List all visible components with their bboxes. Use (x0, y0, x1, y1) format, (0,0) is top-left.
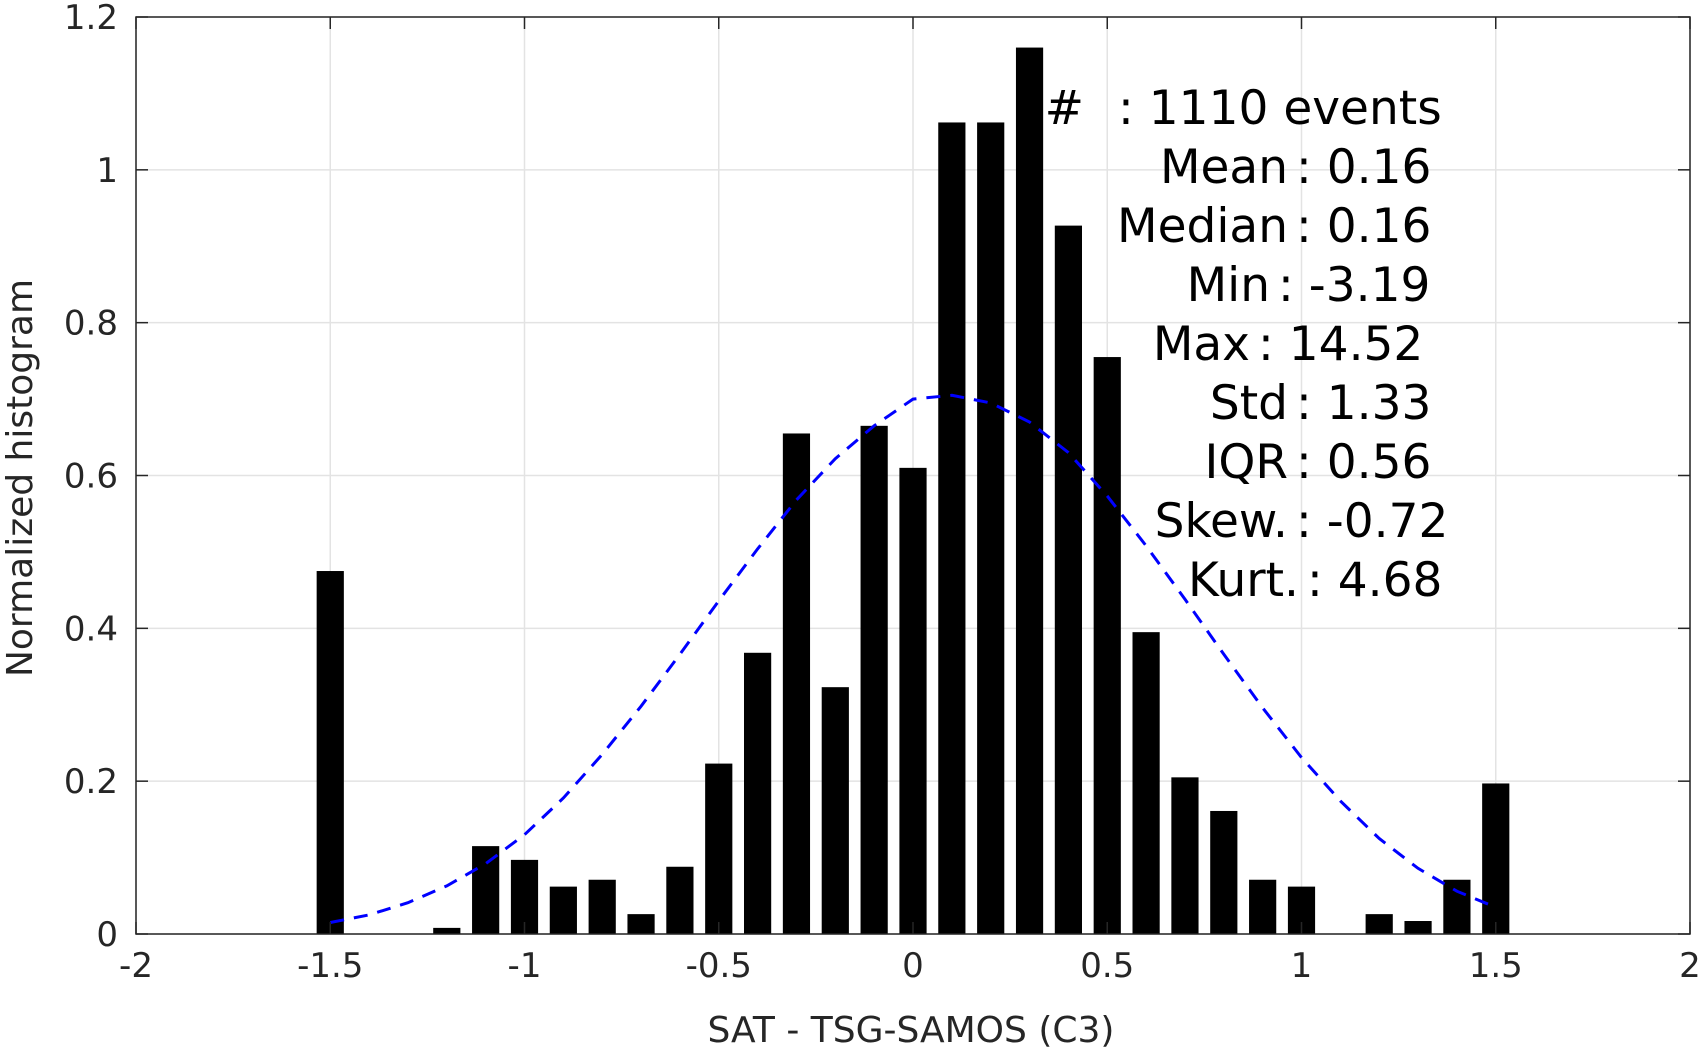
histogram-bar (860, 425, 888, 934)
stats-label: Median (1117, 199, 1288, 254)
x-tick-label: 0.5 (1080, 946, 1134, 986)
stats-label: IQR (1204, 435, 1288, 490)
histogram-bar (1132, 632, 1160, 934)
stats-row: Median: 0.16 (1117, 199, 1431, 254)
stats-value: : 0.56 (1296, 435, 1431, 490)
histogram-bars (316, 47, 1510, 935)
histogram-bar (1171, 777, 1199, 934)
stats-value: : 4.68 (1307, 553, 1442, 608)
x-tick-label: 1.5 (1469, 946, 1523, 986)
histogram-bar (977, 122, 1005, 934)
stats-row: Mean: 0.16 (1160, 140, 1432, 195)
stats-row: IQR: 0.56 (1204, 435, 1431, 490)
histogram-bar (316, 571, 344, 934)
stats-row: Max: 14.52 (1153, 317, 1424, 372)
x-tick-label: 0 (902, 946, 924, 986)
histogram-bar (627, 914, 655, 934)
x-tick-label: 1 (1291, 946, 1313, 986)
x-tick-label: -2 (119, 946, 153, 986)
stats-value: : -3.19 (1278, 258, 1430, 313)
stats-row: Std: 1.33 (1210, 376, 1432, 431)
stats-label: Max (1153, 317, 1250, 372)
stats-label: Min (1187, 258, 1270, 313)
y-axis-label: Normalized histogram (0, 279, 41, 677)
histogram-bar (1210, 810, 1238, 934)
y-tick-label: 0.2 (64, 762, 118, 802)
histogram-bar (1482, 783, 1510, 934)
histogram-bar (588, 879, 616, 934)
x-tick-label: 2 (1679, 946, 1701, 986)
x-tick-labels: -2 -1.5 -1 -0.5 0 0.5 1 1.5 2 (119, 946, 1701, 986)
histogram-bar (1249, 879, 1277, 934)
y-tick-label: 0.4 (64, 609, 118, 649)
histogram-bar (1404, 921, 1432, 934)
histogram-bar (549, 886, 577, 934)
histogram-bar (433, 927, 461, 934)
histogram-bar (1365, 914, 1393, 934)
stats-value: : 1.33 (1296, 376, 1431, 431)
y-tick-label: 0 (96, 915, 118, 955)
histogram-bar (1443, 879, 1471, 934)
y-tick-label: 1.2 (64, 0, 118, 38)
x-axis-label: SAT - TSG-SAMOS (C3) (708, 1010, 1115, 1051)
stats-value: : 0.16 (1296, 140, 1431, 195)
stats-value: : -0.72 (1296, 494, 1448, 549)
histogram-bar (666, 866, 694, 934)
y-tick-label: 0.8 (64, 304, 118, 344)
histogram-bar (510, 859, 539, 934)
histogram-bar (1015, 47, 1044, 935)
fit-curve (330, 393, 1497, 924)
histogram-bar (744, 652, 772, 934)
stats-row: Skew.: -0.72 (1155, 494, 1449, 549)
stats-label: Mean (1160, 140, 1288, 195)
histogram-bar (899, 467, 927, 934)
x-tick-label: -1.5 (297, 946, 363, 986)
stats-label: Std (1210, 376, 1288, 431)
x-tick-label: -1 (508, 946, 542, 986)
x-tick-label: -0.5 (686, 946, 752, 986)
stats-value: : 0.16 (1296, 199, 1431, 254)
stats-label: # (1045, 81, 1084, 136)
histogram-bar (1054, 225, 1082, 934)
histogram-bar (1093, 357, 1121, 934)
histogram-bar (821, 687, 849, 934)
histogram-bar (705, 763, 733, 934)
histogram-bar (782, 433, 811, 934)
stats-value: : 1110 events (1118, 81, 1442, 136)
stats-row: # : 1110 events (1045, 81, 1442, 136)
y-tick-label: 0.6 (64, 457, 118, 497)
stats-value: : 14.52 (1258, 317, 1423, 372)
stats-row: Kurt.: 4.68 (1188, 553, 1442, 608)
axis-ticks (135, 16, 1691, 935)
stats-row: Min: -3.19 (1187, 258, 1431, 313)
y-tick-label: 1 (96, 151, 118, 191)
histogram-bar (938, 122, 966, 934)
stats-label: Skew. (1155, 494, 1288, 549)
histogram-bar (472, 846, 500, 934)
y-tick-labels: 0 0.2 0.4 0.6 0.8 1 1.2 (64, 0, 118, 955)
stats-label: Kurt. (1188, 553, 1299, 608)
